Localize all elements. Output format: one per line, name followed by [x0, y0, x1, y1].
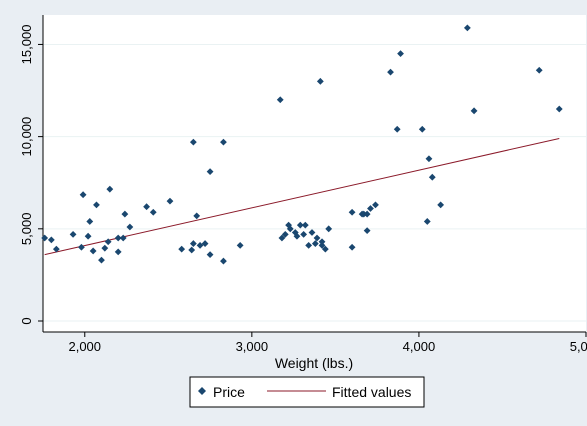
- price-point: [387, 68, 394, 76]
- price-point: [206, 168, 214, 176]
- price-point: [104, 238, 112, 246]
- price-point: [178, 245, 186, 253]
- gridlines: [43, 43, 586, 322]
- price-point: [78, 243, 85, 251]
- price-point: [301, 221, 309, 229]
- price-point: [220, 138, 227, 146]
- x-tick-label: 5,000: [570, 339, 587, 354]
- legend-price-label: Price: [213, 384, 245, 400]
- price-point: [126, 223, 134, 231]
- y-tick-label: 5,000: [19, 213, 34, 246]
- price-point: [425, 155, 433, 163]
- price-point: [143, 203, 150, 211]
- legend-fitted-label: Fitted values: [332, 384, 411, 400]
- price-point: [220, 257, 227, 265]
- price-point: [348, 243, 356, 251]
- price-point: [47, 236, 55, 244]
- price-point: [311, 240, 319, 247]
- price-point: [89, 247, 97, 255]
- price-point: [93, 201, 100, 209]
- price-point: [318, 242, 326, 249]
- y-tick-label: 15,000: [19, 25, 34, 65]
- price-point: [348, 208, 356, 216]
- price-point: [166, 197, 174, 205]
- price-point: [206, 251, 214, 259]
- price-point: [189, 138, 197, 146]
- x-axis-title: Weight (lbs.): [275, 355, 353, 371]
- price-point: [363, 227, 371, 235]
- price-point: [119, 234, 127, 242]
- price-point: [201, 240, 209, 247]
- price-point: [276, 96, 284, 104]
- legend: Price Fitted values: [189, 376, 425, 408]
- price-point: [308, 229, 316, 236]
- price-point: [114, 234, 122, 242]
- x-tick-label: 4,000: [403, 339, 436, 354]
- price-point: [84, 232, 92, 240]
- axes: 0 5,000 10,000 15,000 2,000 3,000 4,000 5,000: [19, 15, 587, 354]
- price-point: [278, 234, 286, 242]
- price-point: [367, 205, 374, 212]
- price-point: [196, 242, 204, 249]
- price-point: [41, 234, 49, 242]
- price-point: [470, 107, 478, 115]
- price-point: [316, 77, 324, 85]
- price-point: [281, 230, 289, 238]
- price-point: [52, 245, 60, 253]
- price-point: [114, 248, 122, 256]
- price-point: [325, 225, 333, 233]
- y-tick-label: 0: [19, 317, 34, 324]
- price-point: [535, 66, 543, 74]
- price-point: [193, 212, 201, 220]
- price-point: [149, 208, 157, 216]
- price-point: [437, 201, 445, 209]
- price-point: [296, 221, 304, 229]
- price-point: [313, 234, 321, 242]
- price-point: [321, 245, 329, 253]
- price-point: [397, 50, 404, 58]
- y-tick-label: 10,000: [19, 117, 34, 157]
- price-point: [305, 242, 313, 249]
- legend-price-marker-icon: [198, 387, 206, 395]
- price-point: [106, 185, 114, 193]
- x-tick-label: 3,000: [236, 339, 269, 354]
- price-point: [98, 256, 105, 264]
- legend-box: [189, 376, 425, 408]
- price-point: [101, 244, 109, 252]
- price-point: [189, 240, 197, 247]
- price-point: [363, 210, 371, 218]
- price-point: [423, 218, 431, 225]
- price-point: [86, 218, 94, 225]
- x-tick-label: 2,000: [68, 339, 101, 354]
- price-point: [79, 191, 87, 199]
- price-point: [428, 173, 436, 181]
- price-point: [300, 230, 308, 238]
- price-point: [393, 125, 401, 133]
- price-point: [318, 238, 326, 246]
- price-point: [188, 246, 196, 254]
- price-point: [286, 225, 294, 233]
- price-point: [418, 125, 426, 133]
- plot-area: [43, 15, 586, 332]
- price-point: [293, 232, 301, 240]
- price-point: [121, 210, 129, 218]
- price-point: [69, 230, 77, 238]
- price-point: [463, 24, 471, 32]
- fitted-values-line: [44, 137, 560, 256]
- scatter-points: [41, 24, 563, 265]
- price-point: [372, 201, 379, 209]
- fitted-line-layer: [44, 137, 560, 256]
- price-point: [555, 105, 563, 113]
- price-point: [236, 242, 244, 249]
